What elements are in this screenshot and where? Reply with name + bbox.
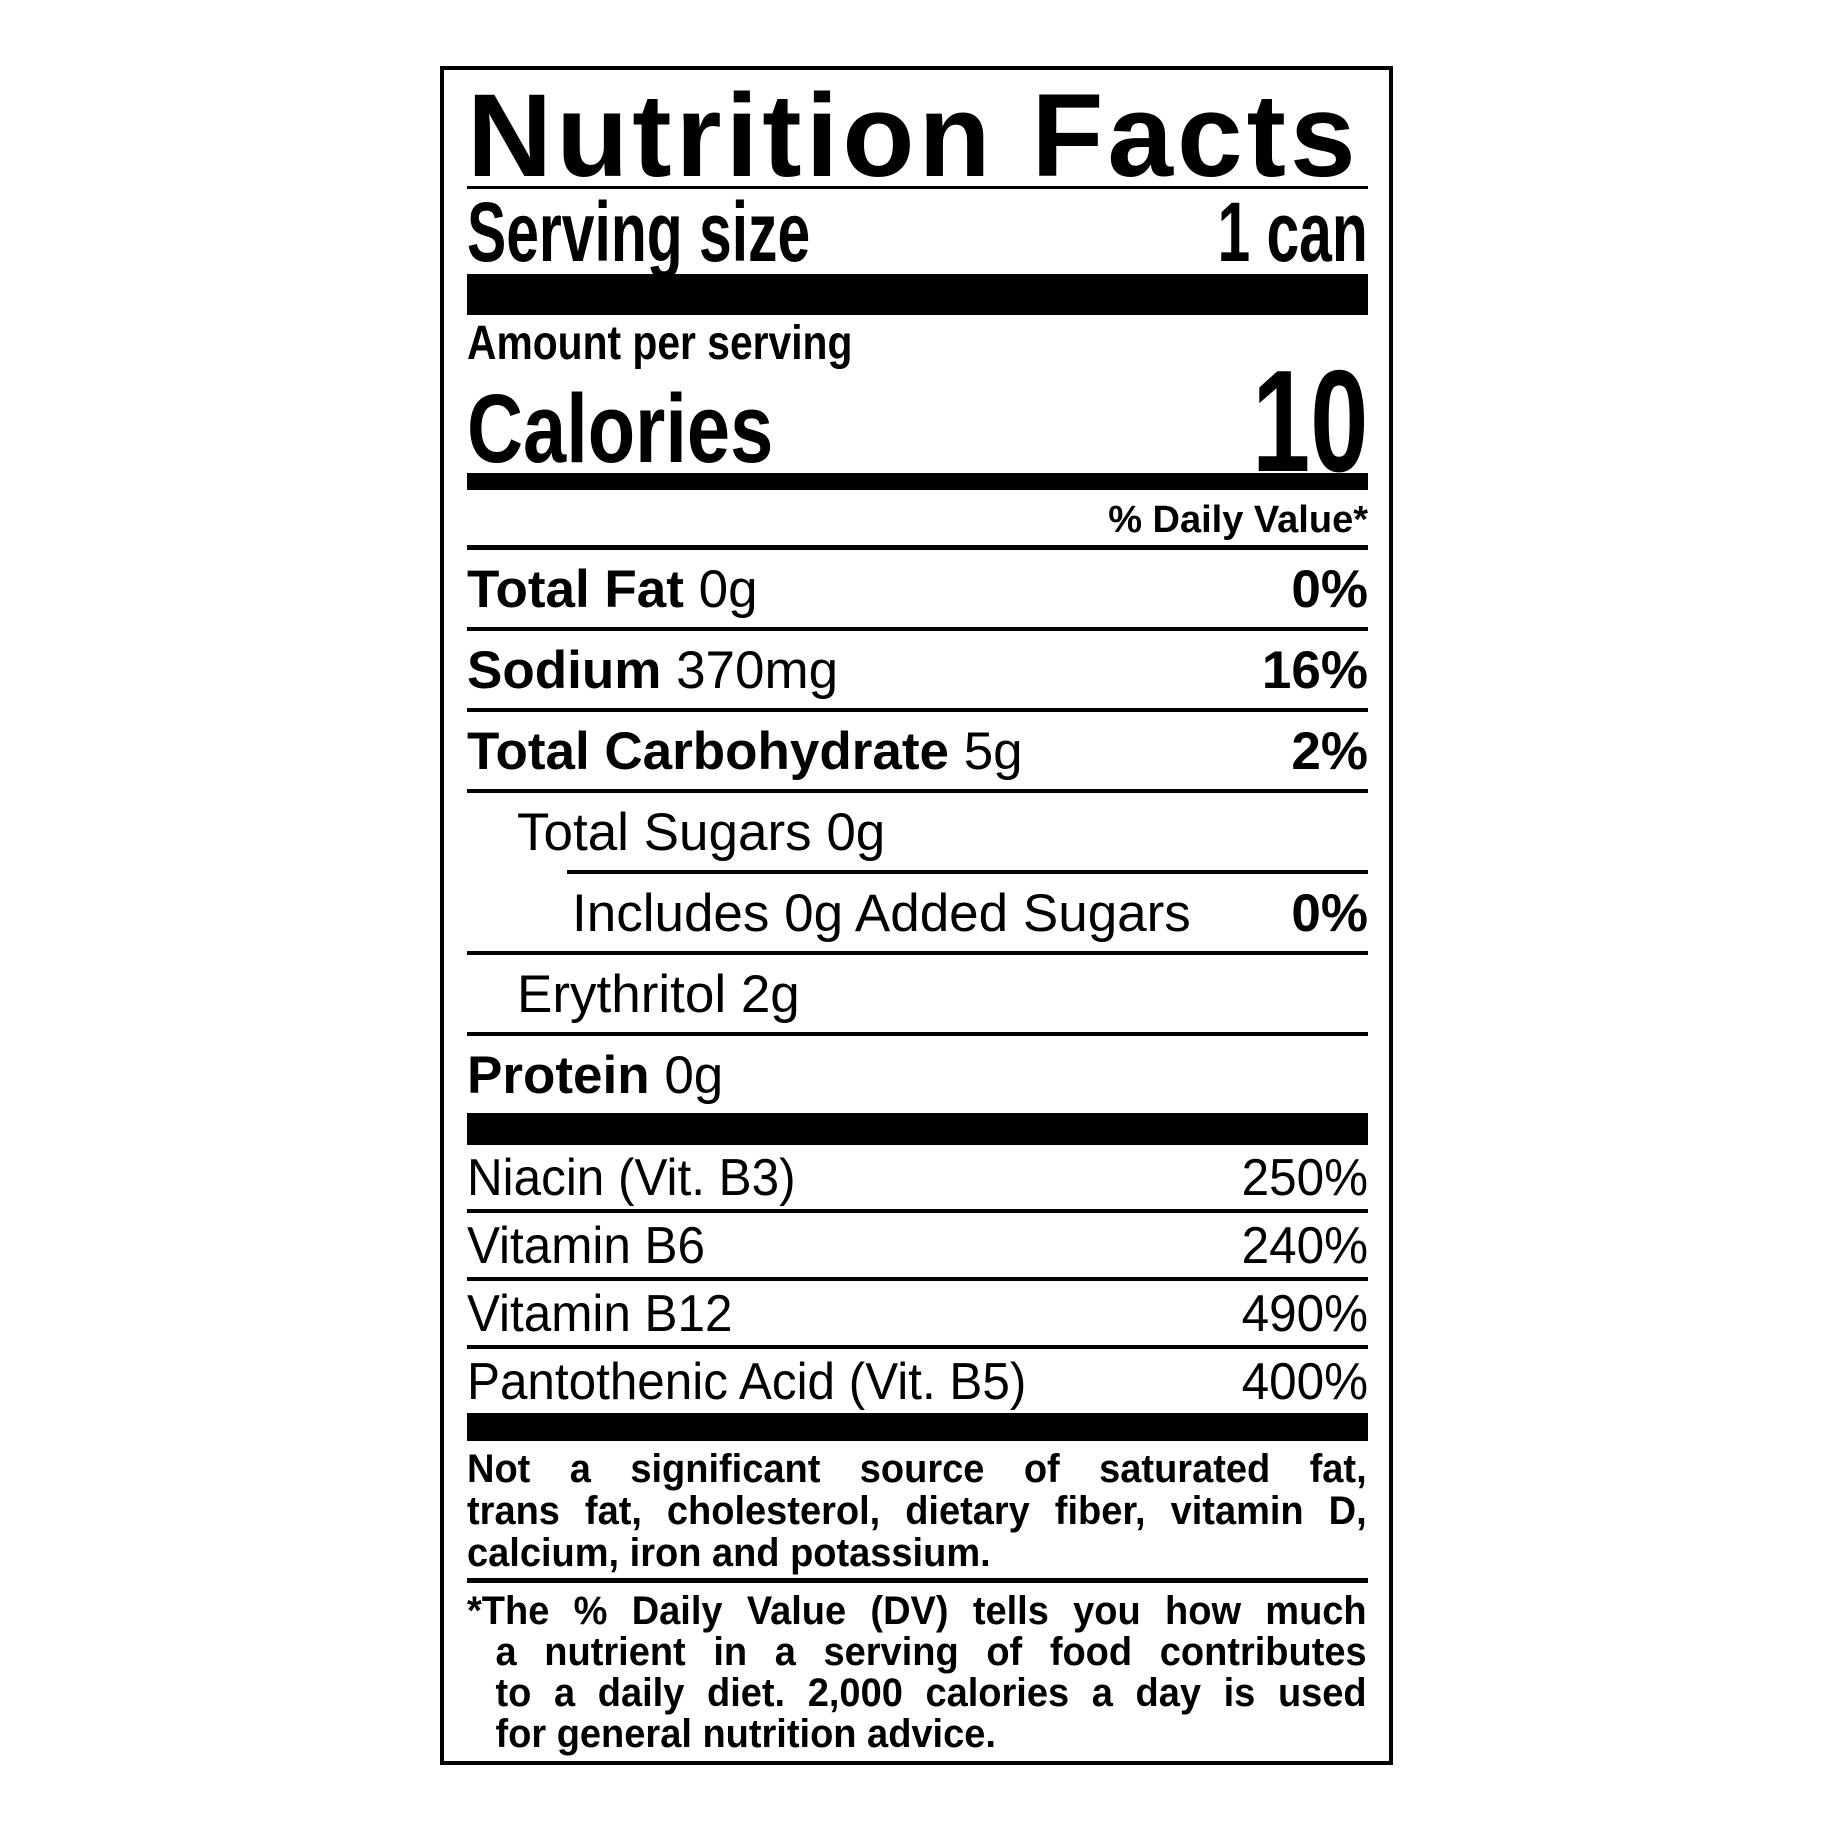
- vitamin-name: Niacin (Vit. B3): [467, 1149, 796, 1207]
- row-rule: [467, 951, 1368, 955]
- footnote-not-significant: Not a significant source of saturated fa…: [467, 1448, 1367, 1574]
- nutrient-row-erythritol: Erythritol 2g: [467, 955, 1368, 1032]
- footnote-rule: [467, 1578, 1368, 1583]
- nutrient-row-total-sugars: Total Sugars 0g: [467, 793, 1368, 870]
- nutrient-row-added-sugars: Includes 0g Added Sugars 0%: [467, 874, 1368, 951]
- nutrient-dv: 16%: [1261, 641, 1368, 700]
- footnote-line: to a daily diet. 2,000 calories a day is…: [495, 1671, 1367, 1715]
- vitamin-dv: 490%: [1241, 1285, 1368, 1343]
- nutrient-row-total-fat: Total Fat 0g 0%: [467, 550, 1368, 627]
- footnote-line: a nutrient in a serving of food contribu…: [495, 1630, 1367, 1674]
- vitamin-name: Vitamin B12: [467, 1285, 733, 1343]
- row-rule: [467, 789, 1368, 793]
- nutrient-dv: 0%: [1291, 884, 1368, 943]
- title-rule: [467, 186, 1368, 189]
- nutrient-name: Sodium: [467, 641, 662, 700]
- separator-bar-vitamins: [467, 1113, 1368, 1145]
- nutrient-text: Total Sugars 0g: [517, 803, 886, 862]
- footnote-line: for general nutrition advice.: [495, 1712, 996, 1756]
- vitamin-name: Pantothenic Acid (Vit. B5): [467, 1353, 1027, 1411]
- row-rule: [467, 1032, 1368, 1036]
- vitamin-name: Vitamin B6: [467, 1217, 705, 1275]
- row-rule: [467, 627, 1368, 631]
- vitamin-row-niacin: Niacin (Vit. B3) 250%: [467, 1145, 1368, 1209]
- vitamin-dv: 250%: [1241, 1149, 1368, 1207]
- amount-per-serving-caption: Amount per serving: [467, 317, 853, 370]
- calories-value: 10: [1251, 340, 1368, 502]
- footnote-line: *The % Daily Value (DV) tells you how mu…: [467, 1589, 1367, 1633]
- nutrient-amount: 5g: [963, 722, 1023, 781]
- nutrient-text: Includes 0g Added Sugars: [572, 884, 1191, 943]
- nutrient-row-sodium: Sodium 370mg 16%: [467, 631, 1368, 708]
- nutrient-dv: 0%: [1291, 560, 1368, 619]
- nutrient-amount: 0g: [698, 560, 758, 619]
- footnote-daily-value: *The % Daily Value (DV) tells you how mu…: [467, 1591, 1367, 1755]
- nutrient-name: Total Carbohydrate: [467, 722, 949, 781]
- row-rule: [467, 1345, 1368, 1349]
- row-rule: [467, 1209, 1368, 1213]
- separator-bar-medium: [467, 473, 1368, 490]
- nutrient-row-total-carbohydrate: Total Carbohydrate 5g 2%: [467, 712, 1368, 789]
- nutrient-amount: 0g: [664, 1046, 724, 1105]
- nutrient-amount: 370mg: [676, 641, 839, 700]
- separator-bar-footnote: [467, 1413, 1368, 1441]
- vitamin-dv: 240%: [1241, 1217, 1368, 1275]
- daily-value-header: % Daily Value*: [1108, 499, 1368, 541]
- label-title: Nutrition Facts: [467, 70, 1360, 202]
- vitamin-row-b6: Vitamin B6 240%: [467, 1213, 1368, 1277]
- nutrient-row-protein: Protein 0g: [467, 1036, 1368, 1113]
- added-sugars-rule-indented: [567, 870, 1368, 874]
- serving-size-row: Serving size 1 can: [467, 189, 1368, 274]
- serving-size-label: Serving size: [467, 184, 811, 279]
- nutrient-text: Erythritol 2g: [517, 965, 800, 1024]
- nutrient-name: Total Fat: [467, 560, 684, 619]
- nutrition-facts-label: Nutrition Facts Serving size 1 can Amoun…: [440, 66, 1393, 1765]
- vitamin-dv: 400%: [1241, 1353, 1368, 1411]
- calories-label: Calories: [467, 374, 774, 483]
- footnote-line: trans fat, cholesterol, dietary fiber, v…: [467, 1489, 1367, 1533]
- row-rule: [467, 708, 1368, 712]
- vitamin-row-b12: Vitamin B12 490%: [467, 1281, 1368, 1345]
- nutrient-name: Protein: [467, 1046, 650, 1105]
- footnote-line: Not a significant source of saturated fa…: [467, 1447, 1367, 1491]
- serving-size-value: 1 can: [1217, 184, 1368, 279]
- row-rule: [467, 1277, 1368, 1281]
- calories-row: Calories 10: [467, 340, 1368, 502]
- daily-value-rule: [467, 545, 1368, 550]
- vitamin-row-pantothenic-acid: Pantothenic Acid (Vit. B5) 400%: [467, 1349, 1368, 1413]
- nutrient-dv: 2%: [1291, 722, 1368, 781]
- footnote-line: calcium, iron and potassium.: [467, 1531, 991, 1575]
- separator-bar-thick: [467, 274, 1368, 315]
